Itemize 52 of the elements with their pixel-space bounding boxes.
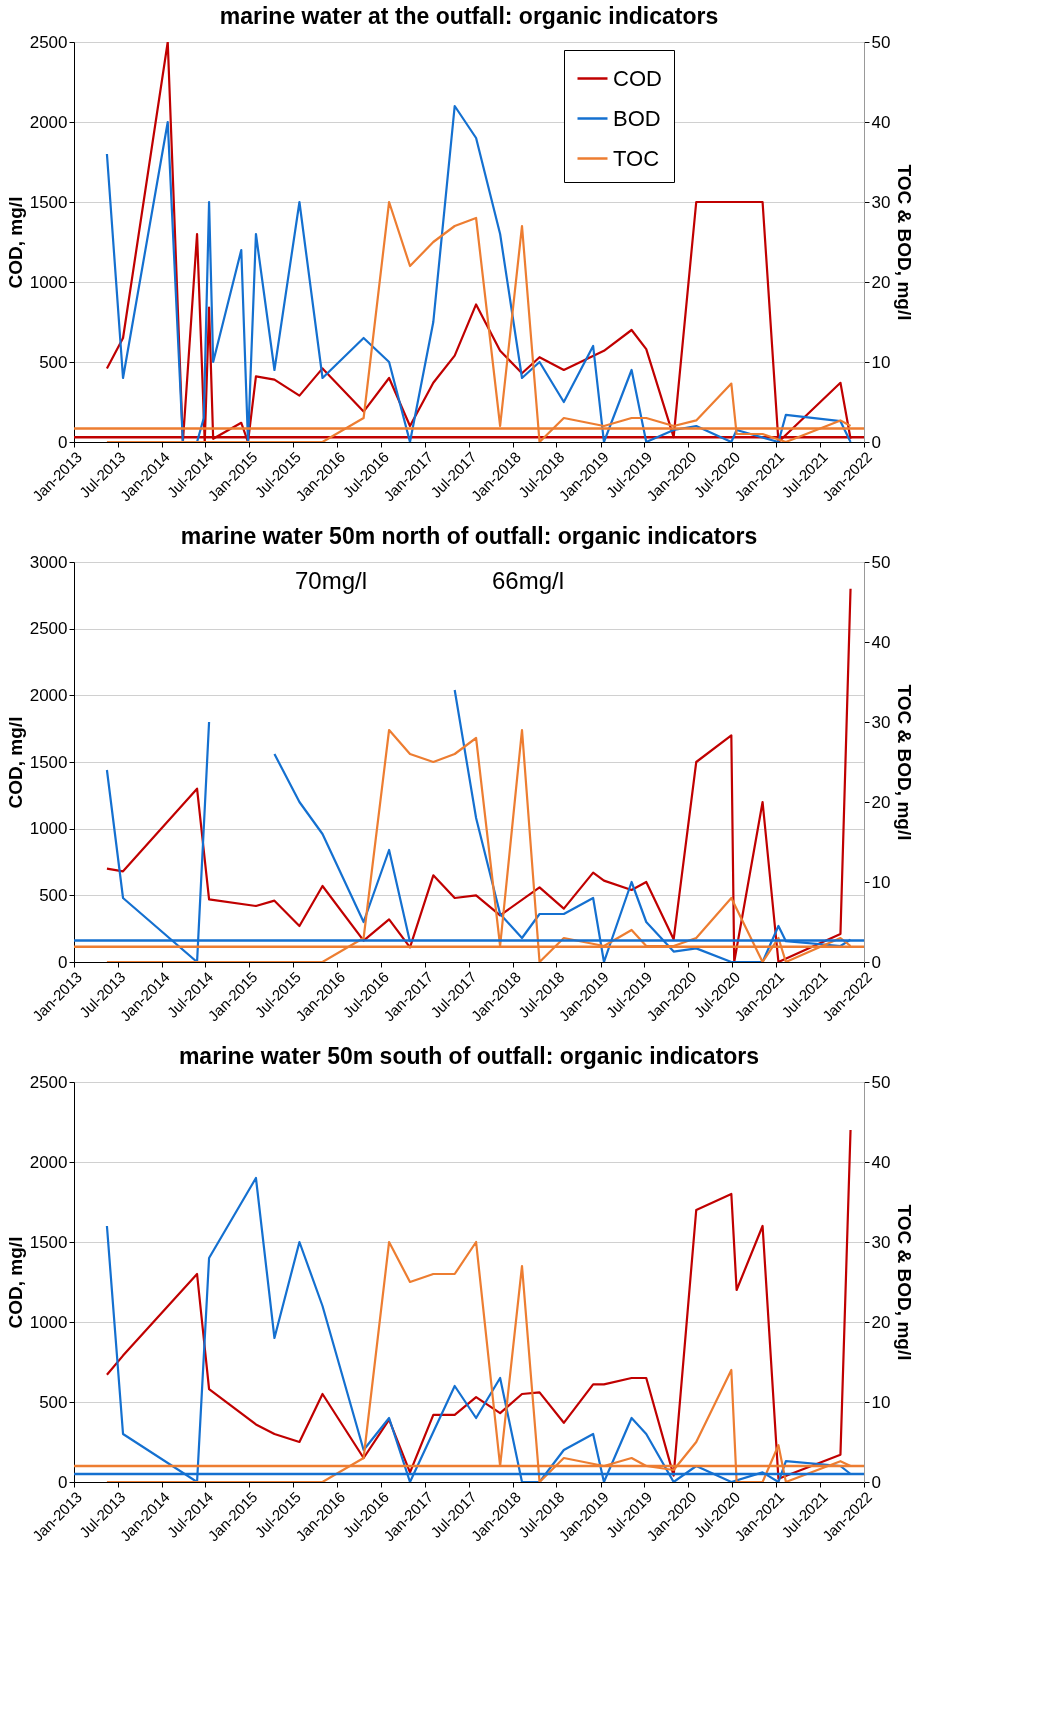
y-axis-title: COD, mg/l [4,1236,26,1329]
y-tick-label: 0 [58,1472,68,1492]
y2-tick-label: 30 [871,712,891,732]
y-tick-label: 2000 [29,112,68,132]
y2-tick-label: 30 [871,1232,891,1252]
y-tick-label: 500 [39,1392,68,1412]
y-tick-label: 1000 [29,272,68,292]
y2-tick-label: 10 [871,352,891,372]
legend-label: COD [613,65,662,91]
y-tick-label: 1000 [29,1312,68,1332]
y-tick-label: 2500 [29,1072,68,1092]
y-axis-title: COD, mg/l [4,716,26,809]
y-tick-label: 500 [39,352,68,372]
annotation: 66mg/l [492,567,565,594]
y-tick-label: 1000 [29,819,68,839]
y2-tick-label: 40 [871,1152,891,1172]
chart-title: marine water at the outfall: organic indicators [219,3,719,29]
y-tick-label: 500 [39,885,68,905]
y2-tick-label: 20 [871,792,891,812]
y-tick-label: 2000 [29,685,68,705]
y2-tick-label: 50 [871,1072,891,1092]
y2-tick-label: 10 [871,1392,891,1412]
y2-tick-label: 0 [871,1472,881,1492]
legend-label: BOD [613,105,661,131]
y2-tick-label: 20 [871,1312,891,1332]
y-tick-label: 2500 [29,619,68,639]
y2-tick-label: 20 [871,272,891,292]
chart-title: marine water 50m south of outfall: organic indicators [178,1043,760,1069]
y-tick-label: 3000 [29,552,68,572]
y2-tick-label: 50 [871,32,891,52]
y-tick-label: 1500 [29,192,68,212]
y2-axis-title: TOC & BOD, mg/l [894,1204,916,1361]
y2-axis-title: TOC & BOD, mg/l [894,684,916,841]
y2-axis-title: TOC & BOD, mg/l [894,164,916,321]
annotation: 70mg/l [295,567,368,594]
y-tick-label: 1500 [29,752,68,772]
legend-label: TOC [613,145,660,171]
y2-tick-label: 50 [871,552,891,572]
y-tick-label: 1500 [29,1232,68,1252]
y2-tick-label: 0 [871,432,881,452]
y-tick-label: 2000 [29,1152,68,1172]
y2-tick-label: 0 [871,952,881,972]
y2-tick-label: 10 [871,872,891,892]
y-tick-label: 0 [58,952,68,972]
y2-tick-label: 40 [871,112,891,132]
y-axis-title: COD, mg/l [4,196,26,289]
chart-title: marine water 50m north of outfall: organic indicators [180,523,758,549]
y2-tick-label: 30 [871,192,891,212]
y2-tick-label: 40 [871,632,891,652]
y-tick-label: 2500 [29,32,68,52]
y-tick-label: 0 [58,432,68,452]
line-series [105,104,852,442]
